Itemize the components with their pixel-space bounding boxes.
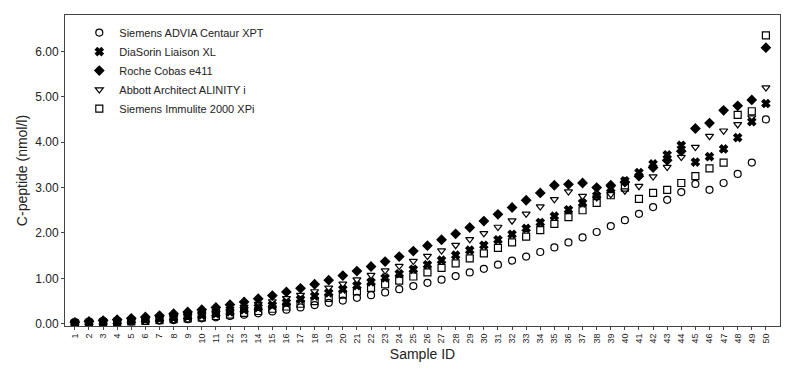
svg-text:5: 5: [126, 334, 136, 339]
svg-text:50: 50: [761, 334, 771, 344]
svg-text:48: 48: [733, 334, 743, 344]
svg-text:10: 10: [197, 334, 207, 344]
svg-text:Abbott Architect ALINITY i: Abbott Architect ALINITY i: [119, 84, 245, 96]
svg-text:40: 40: [620, 334, 630, 344]
svg-text:14: 14: [253, 334, 263, 344]
svg-text:3.00: 3.00: [35, 181, 59, 195]
svg-text:DiaSorin Liaison XL: DiaSorin Liaison XL: [119, 46, 216, 58]
svg-text:43: 43: [662, 334, 672, 344]
svg-text:Roche Cobas e411: Roche Cobas e411: [119, 65, 212, 77]
svg-text:32: 32: [507, 334, 517, 344]
svg-text:20: 20: [338, 334, 348, 344]
svg-text:7: 7: [154, 334, 164, 339]
svg-text:29: 29: [465, 334, 475, 344]
svg-text:Sample ID: Sample ID: [390, 346, 455, 362]
svg-text:35: 35: [549, 334, 559, 344]
svg-text:24: 24: [394, 334, 404, 344]
svg-text:21: 21: [352, 334, 362, 344]
svg-text:34: 34: [535, 334, 545, 344]
svg-text:49: 49: [747, 334, 757, 344]
svg-text:11: 11: [211, 334, 221, 343]
svg-text:25: 25: [408, 334, 418, 344]
svg-text:44: 44: [676, 334, 686, 344]
svg-text:46: 46: [704, 334, 714, 344]
svg-text:1: 1: [70, 334, 80, 339]
svg-text:4: 4: [112, 334, 122, 339]
svg-text:45: 45: [690, 334, 700, 344]
svg-text:8: 8: [169, 334, 179, 339]
svg-text:37: 37: [577, 334, 587, 344]
svg-text:42: 42: [648, 334, 658, 344]
svg-text:3: 3: [98, 334, 108, 339]
svg-text:28: 28: [451, 334, 461, 344]
svg-text:47: 47: [719, 334, 729, 344]
svg-text:2.00: 2.00: [35, 226, 59, 240]
svg-text:0.00: 0.00: [35, 317, 59, 331]
svg-text:19: 19: [324, 334, 334, 344]
svg-text:C-peptide (nmol/l): C-peptide (nmol/l): [14, 115, 30, 226]
svg-text:6: 6: [140, 334, 150, 339]
svg-text:12: 12: [225, 334, 235, 344]
svg-text:2: 2: [84, 334, 94, 339]
svg-text:18: 18: [310, 334, 320, 344]
svg-text:5.00: 5.00: [35, 90, 59, 104]
svg-text:Siemens Immulite 2000 XPi: Siemens Immulite 2000 XPi: [119, 103, 254, 115]
svg-text:39: 39: [606, 334, 616, 344]
svg-text:30: 30: [479, 334, 489, 344]
svg-text:27: 27: [436, 334, 446, 344]
svg-text:22: 22: [366, 334, 376, 344]
svg-text:26: 26: [422, 334, 432, 344]
svg-text:31: 31: [493, 334, 503, 344]
svg-text:41: 41: [634, 334, 644, 344]
svg-text:17: 17: [295, 334, 305, 344]
svg-text:23: 23: [380, 334, 390, 344]
svg-text:36: 36: [563, 334, 573, 344]
svg-text:15: 15: [267, 334, 277, 344]
svg-text:4.00: 4.00: [35, 135, 59, 149]
svg-text:Siemens ADVIA Centaur XPT: Siemens ADVIA Centaur XPT: [119, 27, 264, 39]
svg-text:13: 13: [239, 334, 249, 344]
svg-text:9: 9: [183, 334, 193, 339]
svg-text:38: 38: [592, 334, 602, 344]
svg-text:1.00: 1.00: [35, 272, 59, 286]
svg-text:33: 33: [521, 334, 531, 344]
svg-text:16: 16: [281, 334, 291, 344]
svg-text:6.00: 6.00: [35, 45, 59, 59]
